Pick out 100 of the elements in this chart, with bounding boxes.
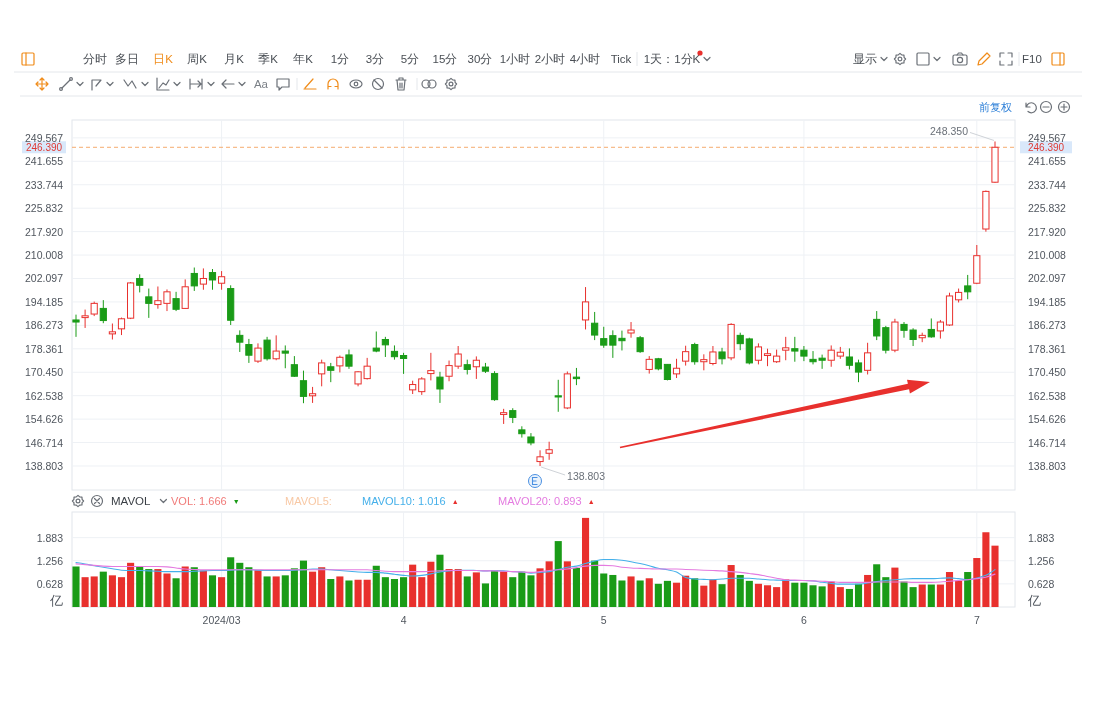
candlestick xyxy=(672,358,681,379)
candlestick xyxy=(399,352,408,375)
annotation: 138.803 xyxy=(567,470,606,482)
bar xyxy=(609,574,617,607)
bar xyxy=(336,576,344,607)
bar xyxy=(527,575,535,607)
y-tick-label: 241.655 xyxy=(25,155,64,168)
chart-title: MAVOL xyxy=(111,495,152,507)
bar xyxy=(845,588,853,607)
candlestick xyxy=(318,359,326,387)
bar xyxy=(672,582,681,607)
bar xyxy=(218,577,226,607)
y2-tick-label: 233.744 xyxy=(1028,178,1067,191)
bar xyxy=(409,564,417,607)
bar xyxy=(663,580,671,607)
candlestick xyxy=(927,317,935,339)
bar xyxy=(800,582,808,607)
candlestick xyxy=(281,344,289,369)
y2-tick-label: 154.626 xyxy=(1028,413,1067,426)
bar xyxy=(718,584,726,607)
bar xyxy=(936,584,944,607)
candlestick xyxy=(381,336,389,358)
bar xyxy=(754,583,762,607)
y-tick-label: 178.361 xyxy=(25,342,64,355)
bar xyxy=(818,586,826,607)
candlestick xyxy=(208,268,217,291)
candlestick xyxy=(327,362,335,383)
candlestick xyxy=(545,441,553,461)
candlestick xyxy=(172,291,180,312)
bar xyxy=(736,574,744,607)
bar xyxy=(354,579,362,607)
candlestick xyxy=(591,311,599,341)
candlestick xyxy=(472,355,480,380)
bar xyxy=(208,575,217,607)
x-tick-label: 4 xyxy=(400,614,407,626)
bar xyxy=(81,577,89,607)
y-tick-label: 225.832 xyxy=(25,202,64,215)
text: 4小时 xyxy=(569,53,601,65)
legend-label: MAVOL5: xyxy=(285,495,332,507)
text: 246.390 xyxy=(1028,141,1065,153)
bar xyxy=(955,580,963,607)
y2-tick-label: 249.567 xyxy=(1028,131,1067,144)
candlestick xyxy=(272,334,280,361)
bar xyxy=(645,578,653,607)
candlestick xyxy=(782,336,790,361)
bar xyxy=(982,532,990,607)
candlestick xyxy=(627,321,635,339)
bar xyxy=(709,579,717,607)
bar xyxy=(791,582,799,607)
text: 5分 xyxy=(400,53,420,65)
bar xyxy=(636,580,644,607)
text: 1天：1分K xyxy=(643,53,701,65)
bar xyxy=(372,565,380,607)
candlestick xyxy=(882,325,890,354)
bar xyxy=(90,576,98,607)
candlestick xyxy=(254,342,262,364)
candlestick xyxy=(190,267,198,292)
bar xyxy=(518,571,526,607)
y-tick-label: 138.803 xyxy=(25,460,64,472)
bar xyxy=(536,568,544,607)
bar xyxy=(900,581,908,607)
text: 3分 xyxy=(365,53,385,65)
bar xyxy=(545,561,553,607)
y-tick-label: 202.097 xyxy=(25,272,64,285)
bar xyxy=(181,566,189,607)
y-tick-label: 170.450 xyxy=(25,366,64,379)
y2-tick-label: 186.273 xyxy=(1028,319,1067,332)
bar xyxy=(727,565,735,607)
bar xyxy=(263,576,271,607)
y-tick-label: 162.538 xyxy=(25,389,64,402)
text: 30分 xyxy=(467,53,493,65)
bar xyxy=(381,577,389,607)
candlestick xyxy=(236,329,244,353)
bar xyxy=(563,561,571,607)
candlestick xyxy=(245,338,253,364)
bar xyxy=(682,575,690,607)
bar xyxy=(472,572,480,607)
text: 年K xyxy=(293,53,314,65)
bar xyxy=(964,572,972,607)
bar xyxy=(627,576,635,607)
candlestick xyxy=(436,371,444,404)
bar xyxy=(445,569,453,607)
y-tick-label: 186.273 xyxy=(25,319,64,332)
y2-tick-label: 241.655 xyxy=(1028,155,1067,168)
bar xyxy=(591,560,599,607)
text: 多日 xyxy=(115,53,139,65)
candlestick xyxy=(845,347,854,370)
bar xyxy=(436,554,444,607)
bar xyxy=(763,585,772,607)
bar xyxy=(463,576,471,607)
bar xyxy=(318,567,326,607)
bar xyxy=(427,561,435,607)
bar xyxy=(254,570,262,607)
text: Tick xyxy=(610,53,632,65)
annotation: 248.350 xyxy=(930,125,969,138)
bar xyxy=(509,577,517,607)
candlestick xyxy=(964,274,972,300)
bar xyxy=(199,570,207,607)
candlestick xyxy=(299,370,308,404)
bar xyxy=(782,579,790,607)
